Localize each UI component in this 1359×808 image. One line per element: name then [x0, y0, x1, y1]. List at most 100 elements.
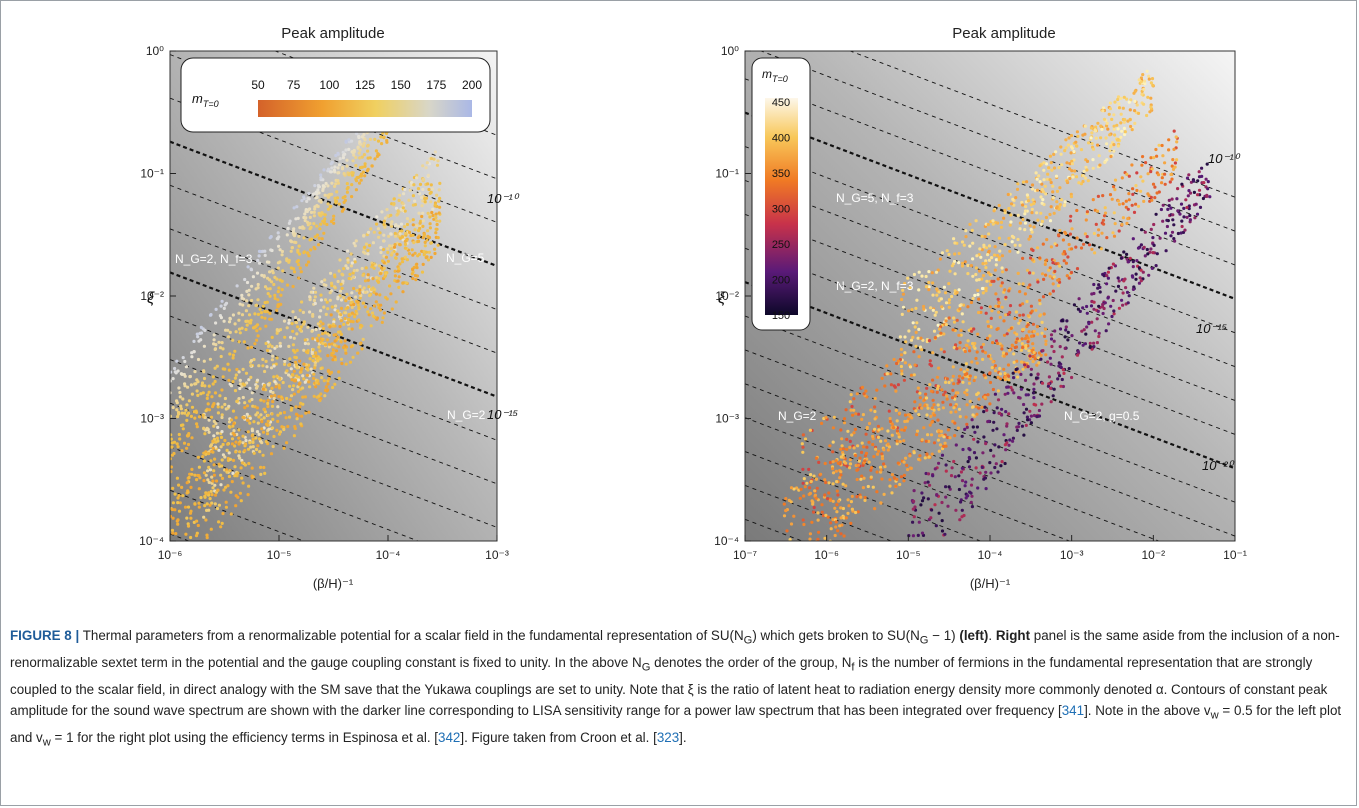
scatter-point	[326, 184, 330, 188]
scatter-point	[213, 347, 217, 351]
scatter-point	[1038, 256, 1042, 260]
scatter-point	[282, 446, 286, 450]
x-tick-label: 10⁻²	[1141, 548, 1165, 562]
scatter-point	[1112, 149, 1116, 153]
caption-ref-341[interactable]: 341	[1061, 702, 1085, 718]
scatter-point	[902, 378, 907, 382]
scatter-point	[869, 475, 873, 479]
scatter-point	[301, 225, 305, 229]
scatter-point	[1127, 260, 1131, 264]
scatter-point	[863, 459, 867, 463]
scatter-point	[788, 576, 791, 579]
scatter-point	[878, 465, 883, 469]
scatter-point	[296, 390, 300, 394]
scatter-point	[265, 432, 270, 436]
scatter-point	[412, 183, 416, 187]
scatter-point	[1021, 313, 1025, 317]
scatter-point	[323, 298, 328, 302]
scatter-point	[1021, 217, 1025, 222]
scatter-point	[275, 428, 279, 432]
scatter-point	[1172, 129, 1176, 133]
scatter-point	[1024, 344, 1028, 348]
scatter-point	[988, 372, 992, 376]
scatter-point	[1048, 292, 1052, 296]
caption-ref-323[interactable]: 323	[656, 729, 680, 745]
scatter-point	[996, 221, 1000, 225]
scatter-point	[1069, 192, 1073, 196]
scatter-point	[381, 316, 385, 320]
scatter-point	[243, 448, 247, 453]
scatter-point	[200, 383, 204, 388]
scatter-point	[953, 272, 957, 276]
scatter-point	[252, 451, 256, 455]
scatter-point	[278, 376, 282, 381]
scatter-point	[873, 427, 877, 431]
scatter-point	[1206, 180, 1210, 184]
scatter-point	[936, 418, 940, 422]
scatter-point	[989, 471, 993, 475]
scatter-point	[360, 347, 364, 351]
scatter-point	[231, 380, 235, 384]
scatter-point	[1117, 229, 1121, 233]
scatter-point	[1018, 290, 1022, 294]
scatter-point	[905, 463, 909, 467]
scatter-point	[912, 373, 916, 377]
scatter-point	[259, 413, 263, 417]
scatter-point	[311, 359, 315, 363]
scatter-point	[799, 548, 802, 551]
scatter-point	[912, 272, 917, 277]
scatter-point	[846, 511, 850, 515]
scatter-point	[187, 550, 190, 553]
scatter-point	[368, 137, 372, 141]
scatter-point	[873, 396, 877, 401]
scatter-point	[1060, 377, 1064, 382]
scatter-point	[254, 413, 258, 417]
scatter-point	[1186, 194, 1190, 198]
scatter-point	[855, 495, 859, 499]
scatter-point	[1042, 312, 1046, 316]
scatter-point	[919, 503, 923, 507]
scatter-point	[1152, 156, 1156, 160]
scatter-point	[273, 346, 277, 350]
scatter-point	[206, 542, 209, 545]
scatter-point	[993, 465, 997, 470]
scatter-point	[360, 155, 364, 159]
scatter-point	[1150, 266, 1154, 270]
scatter-point	[853, 453, 858, 458]
scatter-point	[233, 349, 237, 353]
scatter-point	[826, 497, 830, 501]
scatter-point	[1113, 188, 1117, 192]
scatter-point	[1091, 198, 1095, 202]
scatter-point	[317, 398, 321, 402]
scatter-point	[966, 263, 970, 268]
scatter-point	[1104, 329, 1108, 333]
y-tick-label: 10⁻³	[140, 412, 164, 426]
scatter-point	[964, 480, 968, 484]
scatter-point	[1169, 172, 1173, 177]
scatter-point	[386, 250, 390, 254]
caption-ref-342[interactable]: 342	[438, 729, 461, 745]
scatter-point	[291, 329, 295, 333]
scatter-point	[844, 461, 848, 465]
scatter-point	[271, 444, 275, 449]
scatter-point	[982, 373, 986, 377]
scatter-point	[1065, 161, 1069, 165]
scatter-point	[976, 440, 980, 444]
scatter-point	[854, 412, 858, 416]
scatter-point	[405, 258, 409, 262]
scatter-point	[1154, 264, 1158, 268]
scatter-point	[1062, 203, 1066, 208]
scatter-point	[784, 497, 788, 501]
scatter-point	[192, 339, 196, 343]
scatter-point	[422, 253, 426, 257]
scatter-point	[1120, 222, 1124, 227]
scatter-point	[972, 378, 976, 383]
scatter-point	[178, 562, 181, 565]
scatter-point	[795, 565, 798, 568]
scatter-point	[413, 228, 417, 232]
left-legend: mT=0 50 75 100 125 150 175 200	[180, 57, 491, 133]
scatter-point	[912, 565, 915, 568]
scatter-point	[940, 529, 945, 533]
scatter-point	[949, 403, 953, 407]
scatter-point	[953, 252, 957, 256]
